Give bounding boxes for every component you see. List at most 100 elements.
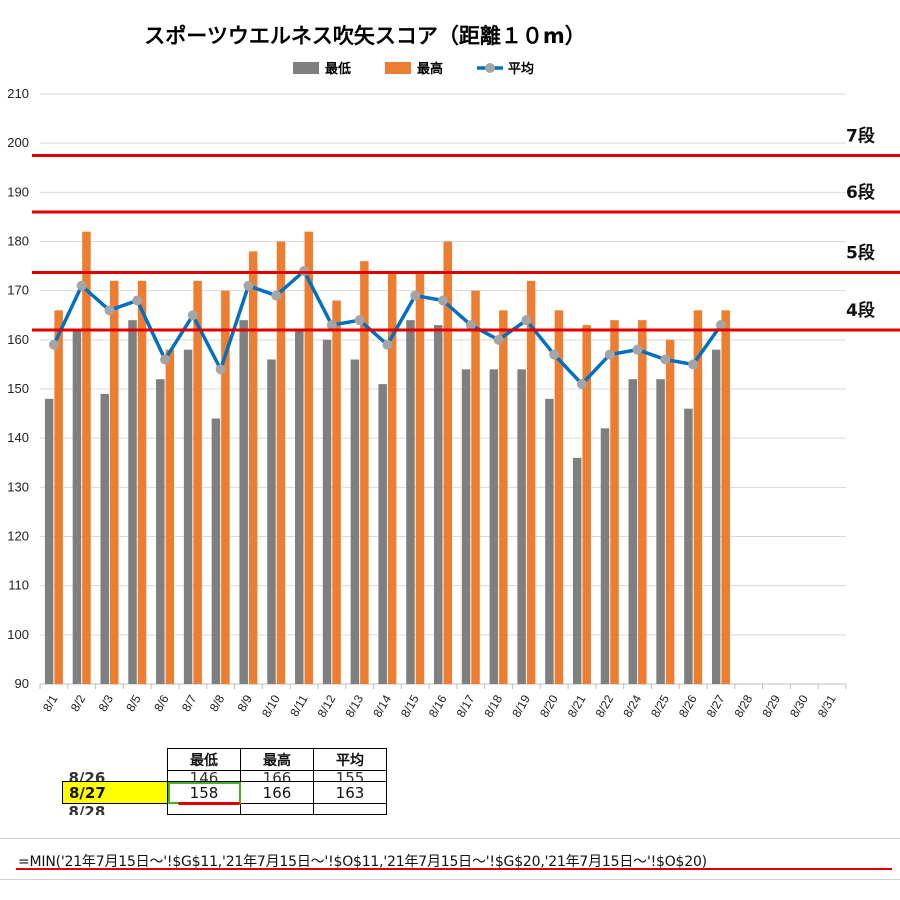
avg-point	[48, 339, 59, 350]
avg-point	[660, 354, 671, 365]
rank-label: 7段	[846, 125, 875, 146]
bar-min	[239, 320, 248, 684]
cell-min-active[interactable]: 158	[167, 781, 241, 804]
bar-min	[572, 457, 582, 684]
cell-avg[interactable]	[313, 803, 387, 815]
bar-min	[267, 359, 276, 684]
score-chart: スポーツウエルネス吹矢スコア（距離１０m） 最低 最高 平均 90 100 110 120…	[7, 24, 900, 720]
y-tick-label: 140	[7, 430, 29, 445]
formula-underline-mark	[16, 868, 892, 870]
header-min[interactable]: 最低	[167, 748, 241, 771]
x-tick-label: 8/2	[68, 692, 89, 714]
y-tick-label: 190	[7, 184, 29, 199]
bar-max	[304, 231, 314, 684]
cell-max[interactable]	[240, 803, 314, 815]
avg-point	[632, 344, 643, 355]
legend: 最低 最高 平均	[293, 61, 534, 77]
y-tick-label: 100	[7, 627, 29, 642]
bar-max	[387, 271, 397, 684]
bar-min	[128, 320, 137, 684]
x-tick-label: 8/30	[787, 692, 811, 720]
y-tick-label: 160	[7, 332, 29, 347]
y-tick-label: 130	[7, 479, 29, 494]
bar-max	[526, 280, 536, 684]
cell-avg[interactable]: 163	[313, 781, 387, 804]
cell-max[interactable]: 166	[240, 781, 314, 804]
avg-point	[465, 320, 476, 331]
bar-max	[54, 310, 63, 684]
cell-avg[interactable]: 155	[313, 770, 387, 782]
bar-max	[638, 320, 647, 684]
bar-min	[517, 369, 526, 684]
cell-max[interactable]: 166	[240, 770, 314, 782]
header-max[interactable]: 最高	[240, 748, 314, 771]
avg-point	[382, 339, 393, 350]
x-axis-ticks: 8/1 8/2 8/3 8/5 8/6 8/7 8/8 8/9 8/10 8/11 8/12 8/13…	[40, 692, 839, 720]
header-blank	[63, 749, 168, 771]
table-header-row: 最低 最高 平均	[63, 748, 387, 771]
x-tick-label: 8/15	[398, 692, 422, 720]
x-tick-label: 8/24	[620, 692, 644, 720]
x-tick-label: 8/3	[96, 692, 117, 714]
bar-max	[332, 300, 341, 684]
rank-label: 4段	[846, 300, 875, 321]
avg-point	[410, 290, 421, 301]
x-tick-label: 8/11	[287, 692, 311, 719]
y-tick-label: 120	[7, 529, 29, 544]
legend-label: 平均	[508, 61, 534, 77]
header-avg[interactable]: 平均	[313, 748, 387, 771]
avg-point	[354, 315, 365, 326]
bar-min	[434, 325, 443, 684]
avg-point	[438, 295, 448, 306]
x-tick-label: 8/25	[648, 692, 672, 720]
bar-max	[82, 231, 91, 684]
avg-point	[688, 359, 699, 370]
x-tick-label: 8/5	[123, 692, 144, 714]
legend-label: 最高	[417, 61, 443, 77]
x-tick-label: 8/13	[342, 692, 366, 720]
formula-text[interactable]: =MIN('21年7月15日～'!$G$11,'21年7月15日～'!$O$11…	[18, 854, 707, 870]
x-tick-label: 8/7	[179, 692, 200, 714]
x-tick-label: 8/28	[732, 692, 756, 720]
avg-point	[326, 320, 337, 331]
y-tick-label: 180	[7, 234, 29, 249]
table-row: 8/28	[63, 803, 387, 815]
bar-min	[100, 393, 109, 684]
chart-title: スポーツウエルネス吹矢スコア（距離１０m）	[144, 24, 585, 48]
bar-max	[582, 325, 591, 684]
x-tick-label: 8/22	[593, 692, 617, 720]
bar-min	[295, 330, 304, 684]
table-row: 8/27 158 166 163	[62, 781, 387, 804]
row-date[interactable]: 8/28	[68, 803, 106, 815]
avg-point	[604, 349, 615, 360]
avg-point	[243, 280, 254, 291]
row-date[interactable]: 8/26	[68, 770, 106, 782]
avg-point	[521, 315, 532, 326]
underline-mark	[178, 802, 240, 805]
avg-point	[76, 280, 87, 291]
bar-max	[693, 310, 703, 684]
bar-min	[183, 349, 193, 684]
x-tick-label: 8/8	[207, 692, 228, 714]
formula-bar[interactable]: =MIN('21年7月15日～'!$G$11,'21年7月15日～'!$O$11…	[0, 838, 900, 880]
bar-max	[415, 271, 425, 684]
gridlines	[39, 93, 847, 689]
x-tick-label: 8/26	[676, 692, 700, 720]
bar-min	[545, 398, 554, 684]
x-tick-label: 8/14	[370, 692, 394, 720]
cell-min[interactable]: 146	[167, 770, 241, 782]
bar-min	[378, 384, 387, 684]
row-date-selected[interactable]: 8/27	[62, 781, 168, 804]
x-tick-label: 8/1	[40, 692, 61, 714]
bar-max	[554, 310, 564, 684]
bar-min	[322, 339, 332, 684]
y-axis-ticks: 90 100 110 120 130 140 150 160 170 180 190 200 210	[7, 86, 29, 691]
cell-min[interactable]	[167, 803, 241, 815]
rank-label: 6段	[846, 182, 875, 203]
x-tick-label: 8/10	[259, 692, 283, 720]
x-tick-label: 8/9	[235, 692, 256, 714]
bar-min	[628, 379, 638, 684]
bar-max	[471, 290, 480, 684]
bar-max	[610, 320, 619, 684]
score-table: 最低 最高 平均 8/26 146 166 155 8/27 158 166 1…	[62, 748, 387, 815]
